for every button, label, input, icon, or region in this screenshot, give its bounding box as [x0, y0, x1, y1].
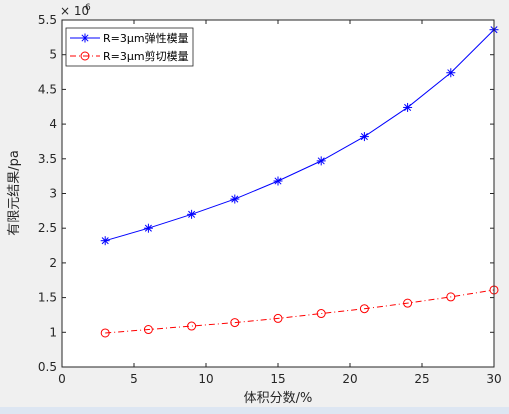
y-exponent-power: 6 [85, 3, 91, 13]
y-tick-label: 4.5 [38, 82, 57, 96]
data-point-1 [230, 318, 240, 328]
data-point-1 [273, 313, 283, 323]
data-point-0 [273, 176, 283, 186]
plot-area [62, 20, 494, 367]
data-point-1 [100, 328, 110, 338]
x-tick-label: 0 [58, 372, 66, 386]
y-axis-label: 有限元结果/pa [7, 150, 22, 236]
data-point-0 [143, 223, 153, 233]
legend-marker-elastic [80, 33, 90, 43]
y-tick-label: 2 [49, 256, 57, 270]
x-axis-label: 体积分数/% [244, 391, 313, 406]
data-point-1 [187, 321, 197, 331]
axes-box [61, 19, 495, 368]
data-point-0 [187, 209, 197, 219]
data-point-0 [230, 194, 240, 204]
x-tick-label: 5 [130, 372, 138, 386]
window-bottom-bar [0, 407, 509, 414]
x-tick-label: 20 [342, 372, 357, 386]
x-tick-label: 15 [270, 372, 285, 386]
data-point-0 [359, 132, 369, 142]
series-lines [105, 29, 495, 334]
data-point-0 [446, 68, 456, 78]
data-point-0 [316, 156, 326, 166]
y-tick-label: 2.5 [38, 221, 57, 235]
y-tick-label: 1.5 [38, 291, 57, 305]
tick-labels: 0 5 10 15 20 25 30 0.5 1 1.5 2 2.5 3 3.5 4 4.5 5 5.5 [38, 13, 502, 386]
data-point-1 [143, 325, 153, 335]
data-point-0 [100, 236, 110, 246]
y-tick-label: 4 [49, 117, 57, 131]
y-tick-label: 3.5 [38, 152, 57, 166]
y-tick-label: 5.5 [38, 13, 57, 27]
y-tick-label: 5 [49, 48, 57, 62]
data-point-1 [403, 298, 413, 308]
y-tick-label: 0.5 [38, 360, 57, 374]
series-line-1 [105, 289, 495, 334]
legend-point-0 [80, 33, 90, 43]
series-line-0 [105, 29, 495, 242]
data-point-1 [446, 292, 456, 302]
data-point-1 [359, 304, 369, 314]
legend-label-elastic: R=3μm弹性模量 [103, 31, 189, 45]
x-tick-label: 10 [198, 372, 213, 386]
y-tick-label: 1 [49, 325, 57, 339]
x-tick-label: 25 [414, 372, 429, 386]
y-tick-label: 3 [49, 187, 57, 201]
legend: R=3μm弹性模量 R=3μm剪切模量 [65, 27, 194, 67]
data-point-1 [316, 309, 326, 319]
legend-label-shear: R=3μm剪切模量 [103, 49, 189, 63]
data-point-0 [403, 102, 413, 112]
y-exponent-base: × 10 [60, 4, 89, 18]
legend-point-1 [80, 51, 90, 61]
x-tick-label: 30 [486, 372, 501, 386]
legend-marker-shear [80, 51, 90, 61]
